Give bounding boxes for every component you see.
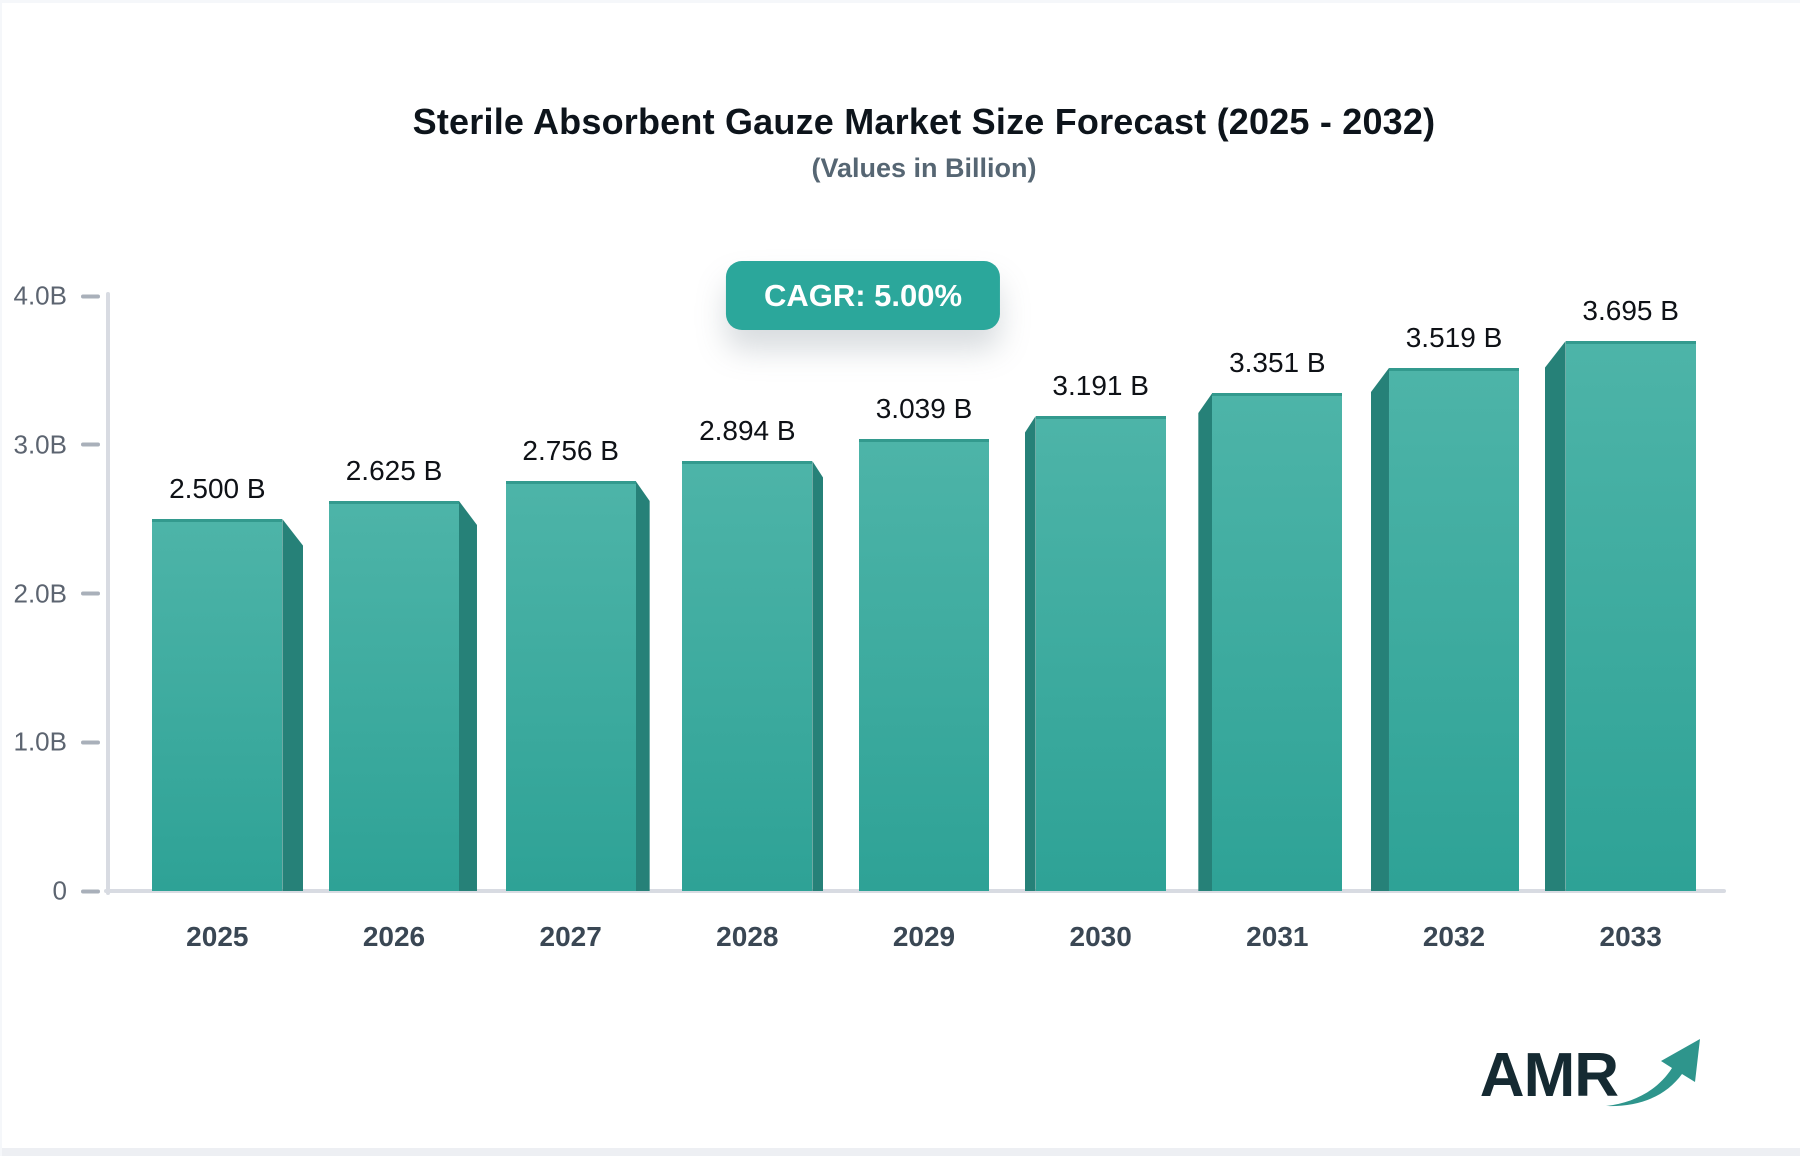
bar[interactable] (1388, 368, 1519, 891)
x-axis-label: 2032 (1422, 921, 1486, 952)
bar[interactable] (1035, 416, 1166, 891)
bar-value-label: 3.039 B (875, 393, 973, 424)
x-axis-label: 2025 (186, 921, 249, 952)
y-tick-label: 4.0B (13, 280, 68, 311)
bar-side-face[interactable] (1024, 416, 1036, 891)
chart-subtitle: (Values in Billion) (811, 153, 1037, 183)
y-tick-dash (81, 889, 100, 893)
bar-group: 3.519 B (1366, 296, 1543, 891)
bar-value-label: 2.756 B (522, 435, 619, 466)
plot-area: 2.500 B 2.625 B 2.756 B 2.894 B 3.039 B 3.191… (129, 295, 1719, 891)
y-tick-label: 3.0B (13, 429, 68, 460)
bar-value-label: 3.695 B (1582, 295, 1679, 326)
y-tick: 1.0B (14, 727, 105, 758)
bar[interactable] (505, 481, 636, 891)
growth-arrow-icon (1606, 1039, 1700, 1107)
bar-value-label: 3.191 B (1052, 370, 1149, 401)
x-axis-label: 2029 (892, 921, 956, 952)
y-tick-label: 2.0B (13, 578, 68, 608)
bar-group: 2.625 B (306, 296, 483, 891)
x-axis-label: 2027 (539, 921, 602, 952)
bar-side-face[interactable] (1544, 341, 1566, 891)
x-axis-label: 2026 (362, 921, 426, 952)
x-axis-label: 2033 (1599, 921, 1662, 952)
bar-value-label: 2.500 B (169, 473, 266, 504)
bar-group: 3.695 B (1542, 295, 1719, 891)
bar-side-face[interactable] (458, 501, 477, 891)
bar-group: 2.756 B (482, 296, 659, 891)
bar[interactable] (152, 519, 283, 891)
y-tick-dash (81, 591, 100, 596)
x-axis-line (104, 889, 1726, 893)
y-tick-dash (81, 294, 100, 298)
bar-value-label: 2.625 B (345, 455, 443, 486)
cagr-badge-label: CAGR: 5.00% (763, 277, 963, 313)
bar[interactable] (682, 461, 813, 891)
y-tick: 4.0B (14, 281, 105, 312)
y-tick: 2.0B (14, 578, 105, 609)
y-tick: 3.0B (14, 429, 105, 460)
x-axis-label: 2031 (1246, 921, 1309, 952)
bar-side-face[interactable] (282, 519, 304, 891)
chart-title: Sterile Absorbent Gauze Market Size Fore… (412, 101, 1436, 142)
bar-group: 2.500 B (129, 296, 306, 891)
bar[interactable] (1565, 341, 1696, 891)
bar[interactable] (858, 439, 989, 891)
bar-group: 3.039 B (836, 296, 1013, 891)
x-axis-labels: 2025 2026 2027 2028 2029 2030 2031 2032 2033 (129, 921, 1719, 961)
y-tick: 0 (53, 876, 104, 907)
bar[interactable] (328, 501, 459, 891)
bar-value-label: 2.894 B (699, 415, 796, 446)
y-tick-label: 0 (52, 875, 67, 906)
cagr-badge: CAGR: 5.00% (725, 261, 1001, 330)
bar-group: 2.894 B (659, 296, 836, 891)
y-axis-ticks: 4.0B 3.0B 2.0B 1.0B 0 (2, 281, 105, 906)
bar-side-face[interactable] (1198, 393, 1213, 891)
bar-side-face[interactable] (635, 481, 650, 891)
y-tick-dash (81, 442, 100, 447)
bar[interactable] (1212, 393, 1343, 891)
bar-side-face[interactable] (1370, 368, 1389, 891)
y-axis-line (106, 292, 110, 895)
amr-logo: AMR (1479, 1036, 1708, 1111)
amr-logo-text: AMR (1479, 1041, 1619, 1111)
bar-side-face[interactable] (812, 461, 824, 891)
bar-group: 3.351 B (1189, 296, 1366, 891)
bar-value-label: 3.519 B (1405, 322, 1503, 353)
bar-group: 3.191 B (1012, 296, 1189, 891)
y-tick-label: 1.0B (13, 726, 68, 757)
y-tick-dash (81, 740, 100, 745)
x-axis-label: 2028 (716, 921, 779, 952)
bar-value-label: 3.351 B (1229, 347, 1326, 378)
bottom-edge-strip (2, 1148, 1800, 1156)
x-axis-label: 2030 (1069, 921, 1132, 952)
